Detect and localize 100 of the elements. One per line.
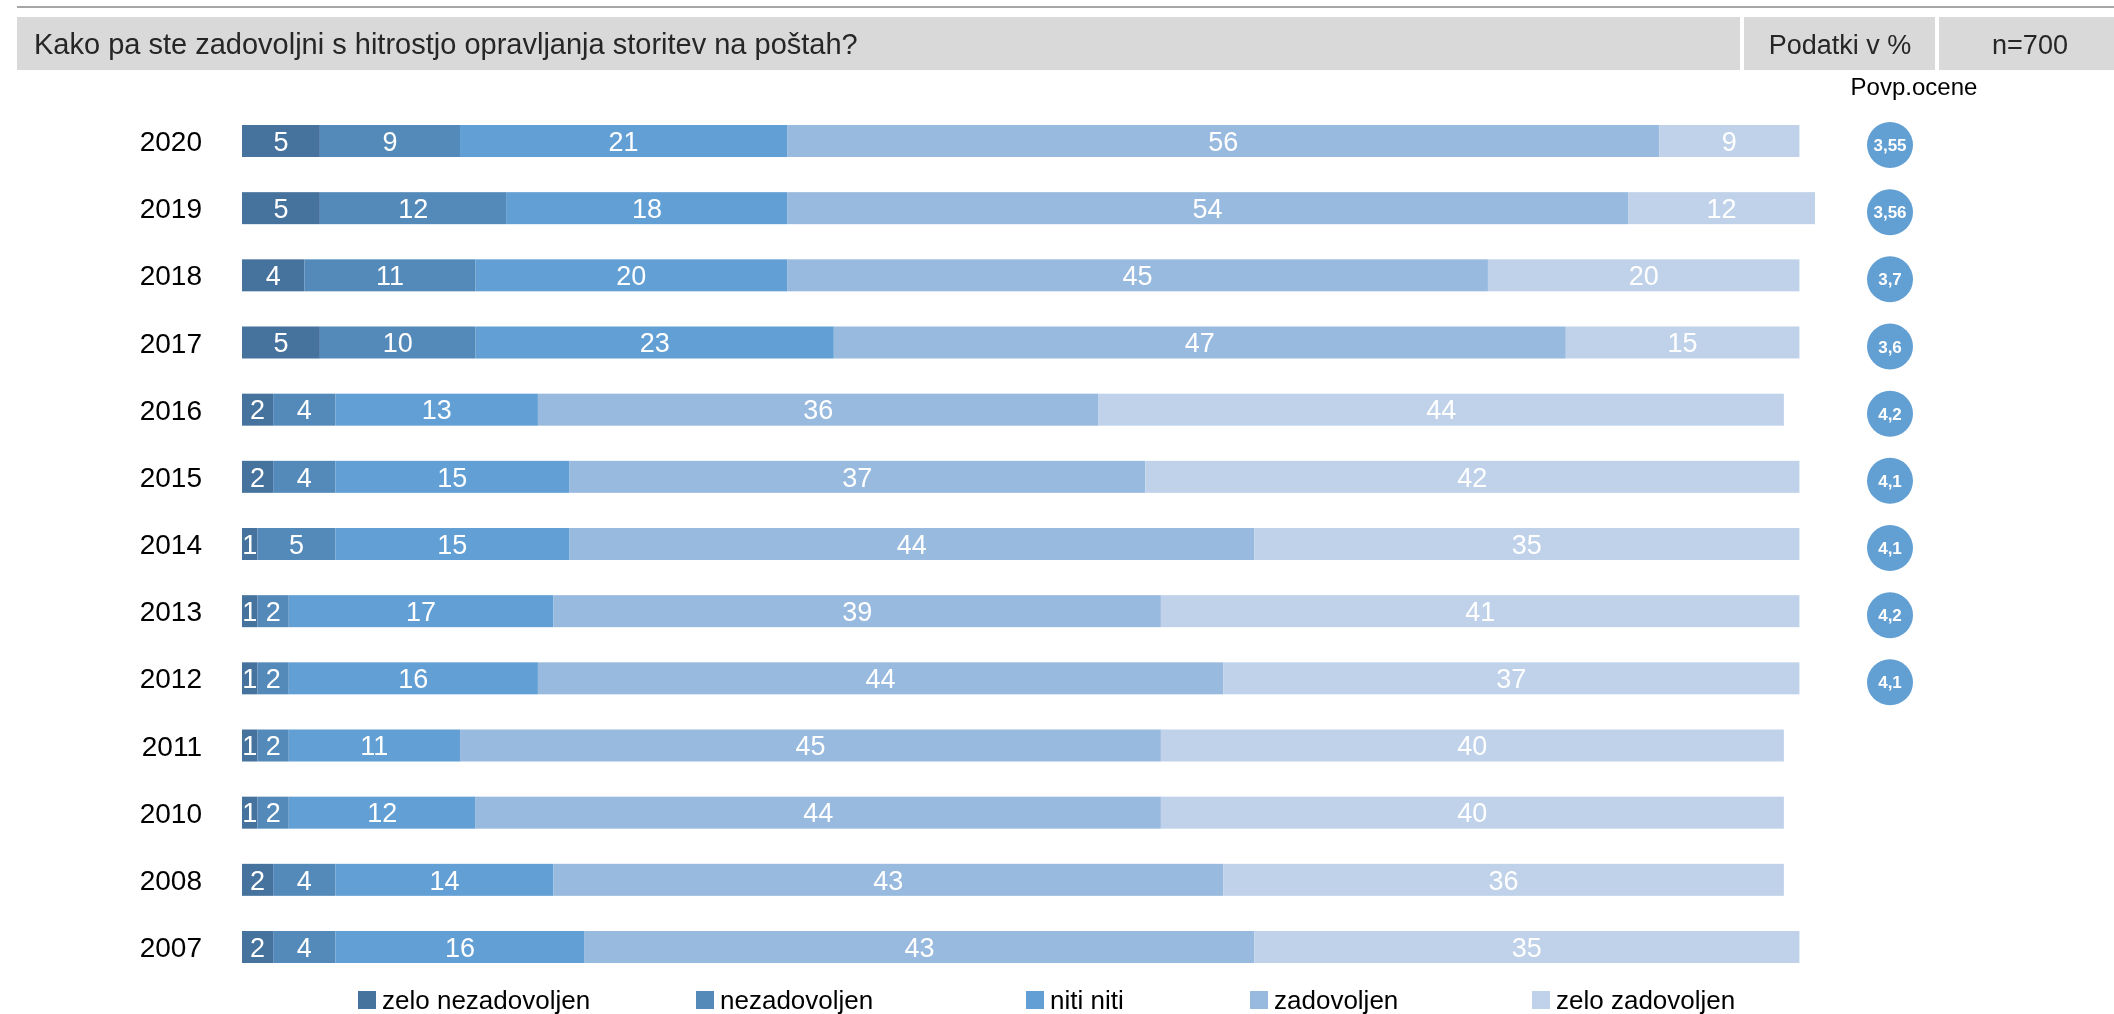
data-label: 12 [398, 193, 429, 224]
data-label: 15 [437, 462, 468, 493]
text: n=700 [1992, 29, 2068, 60]
bar [242, 192, 320, 225]
data-label: 42 [1457, 462, 1488, 493]
data-label: 16 [445, 932, 476, 963]
data-label: 1 [242, 731, 258, 762]
bar [288, 595, 554, 628]
y-tick-label: 2007 [139, 932, 202, 964]
data-label: 5 [273, 126, 289, 157]
data-label: 45 [1122, 261, 1153, 292]
bar [304, 259, 476, 292]
y-tick-label: 2019 [139, 193, 202, 225]
bar [335, 931, 585, 963]
y-tick-label: 2013 [139, 596, 202, 628]
bar [288, 729, 461, 762]
data-label: 45 [795, 731, 826, 762]
data-label: 2 [250, 395, 266, 426]
bar [242, 125, 320, 157]
data-label: 1 [242, 596, 258, 627]
text: 3,55 [1873, 136, 1907, 156]
text: 4,1 [1878, 539, 1902, 559]
bar [1487, 259, 1800, 292]
y-tick-label: 2008 [139, 864, 202, 896]
bar [319, 326, 476, 359]
data-label: 41 [1465, 596, 1496, 627]
bar [335, 460, 570, 493]
data-label: 4 [296, 462, 312, 493]
data-label: 39 [842, 596, 873, 627]
data-label: 2 [265, 798, 281, 829]
data-label: 15 [437, 529, 468, 560]
bar [553, 863, 1224, 896]
bar [460, 125, 788, 157]
bar [537, 662, 1224, 695]
data-label: 44 [896, 529, 927, 560]
data-label: 1 [242, 798, 258, 829]
data-label: 5 [273, 328, 289, 359]
data-label: 2 [265, 596, 281, 627]
bar [475, 326, 834, 359]
data-label: 9 [1721, 126, 1737, 157]
text: 4,2 [1878, 606, 1902, 626]
data-label: 23 [639, 328, 670, 359]
bar [1659, 125, 1800, 157]
bar [335, 393, 538, 426]
bar [273, 460, 336, 493]
data-label: 5 [273, 193, 289, 224]
data-label: 43 [904, 932, 935, 963]
data-label: 13 [421, 395, 452, 426]
data-label: 20 [616, 261, 647, 292]
data-label: 15 [1667, 328, 1698, 359]
data-label: 37 [842, 462, 873, 493]
bar [584, 931, 1255, 963]
bar [506, 192, 788, 225]
data-label: 47 [1184, 328, 1215, 359]
bar [1160, 595, 1800, 628]
text: 4,1 [1878, 471, 1902, 491]
text: 4,2 [1878, 404, 1902, 424]
bar [242, 259, 305, 292]
bar [460, 729, 1161, 762]
data-label: 9 [382, 126, 398, 157]
bar [1145, 460, 1800, 493]
y-tick-label: 2010 [139, 797, 202, 829]
y-tick-label: 2014 [139, 529, 202, 561]
bar [257, 528, 336, 560]
data-label: 35 [1511, 932, 1542, 963]
data-label: 44 [865, 664, 896, 695]
legend-label: zelo nezadovoljen [382, 985, 591, 1014]
data-label: 17 [406, 596, 437, 627]
y-tick-label: 2012 [139, 663, 202, 695]
data-label: 44 [1426, 395, 1457, 426]
data-label: 12 [1706, 193, 1737, 224]
data-label: 2 [265, 664, 281, 695]
bar [335, 528, 570, 560]
legend-label: nezadovoljen [720, 985, 874, 1014]
data-label: 4 [296, 932, 312, 963]
text: Povp.ocene [1850, 72, 1978, 100]
data-label: 40 [1457, 798, 1488, 829]
legend-label: zelo zadovoljen [1556, 985, 1736, 1014]
chart-subtitle: Podatki v % [1768, 29, 1912, 60]
bar [242, 326, 320, 359]
y-tick-label: 2015 [139, 461, 202, 493]
data-label: 36 [1488, 865, 1519, 896]
bar [1254, 931, 1800, 963]
text: 3,7 [1878, 270, 1902, 290]
bar [1223, 863, 1784, 896]
bar [1254, 528, 1800, 560]
data-label: 43 [873, 865, 904, 896]
data-label: 1 [242, 529, 258, 560]
bar [273, 931, 336, 963]
bar [787, 259, 1488, 292]
data-label: 2 [250, 932, 266, 963]
bar [1160, 729, 1784, 762]
bar [569, 460, 1146, 493]
data-label: 4 [296, 395, 312, 426]
data-label: 18 [631, 193, 662, 224]
data-label: 35 [1511, 529, 1542, 560]
y-tick-label: 2016 [139, 394, 202, 426]
y-tick-label: 2018 [139, 260, 202, 292]
data-label: 56 [1208, 126, 1239, 157]
bar [569, 528, 1255, 560]
